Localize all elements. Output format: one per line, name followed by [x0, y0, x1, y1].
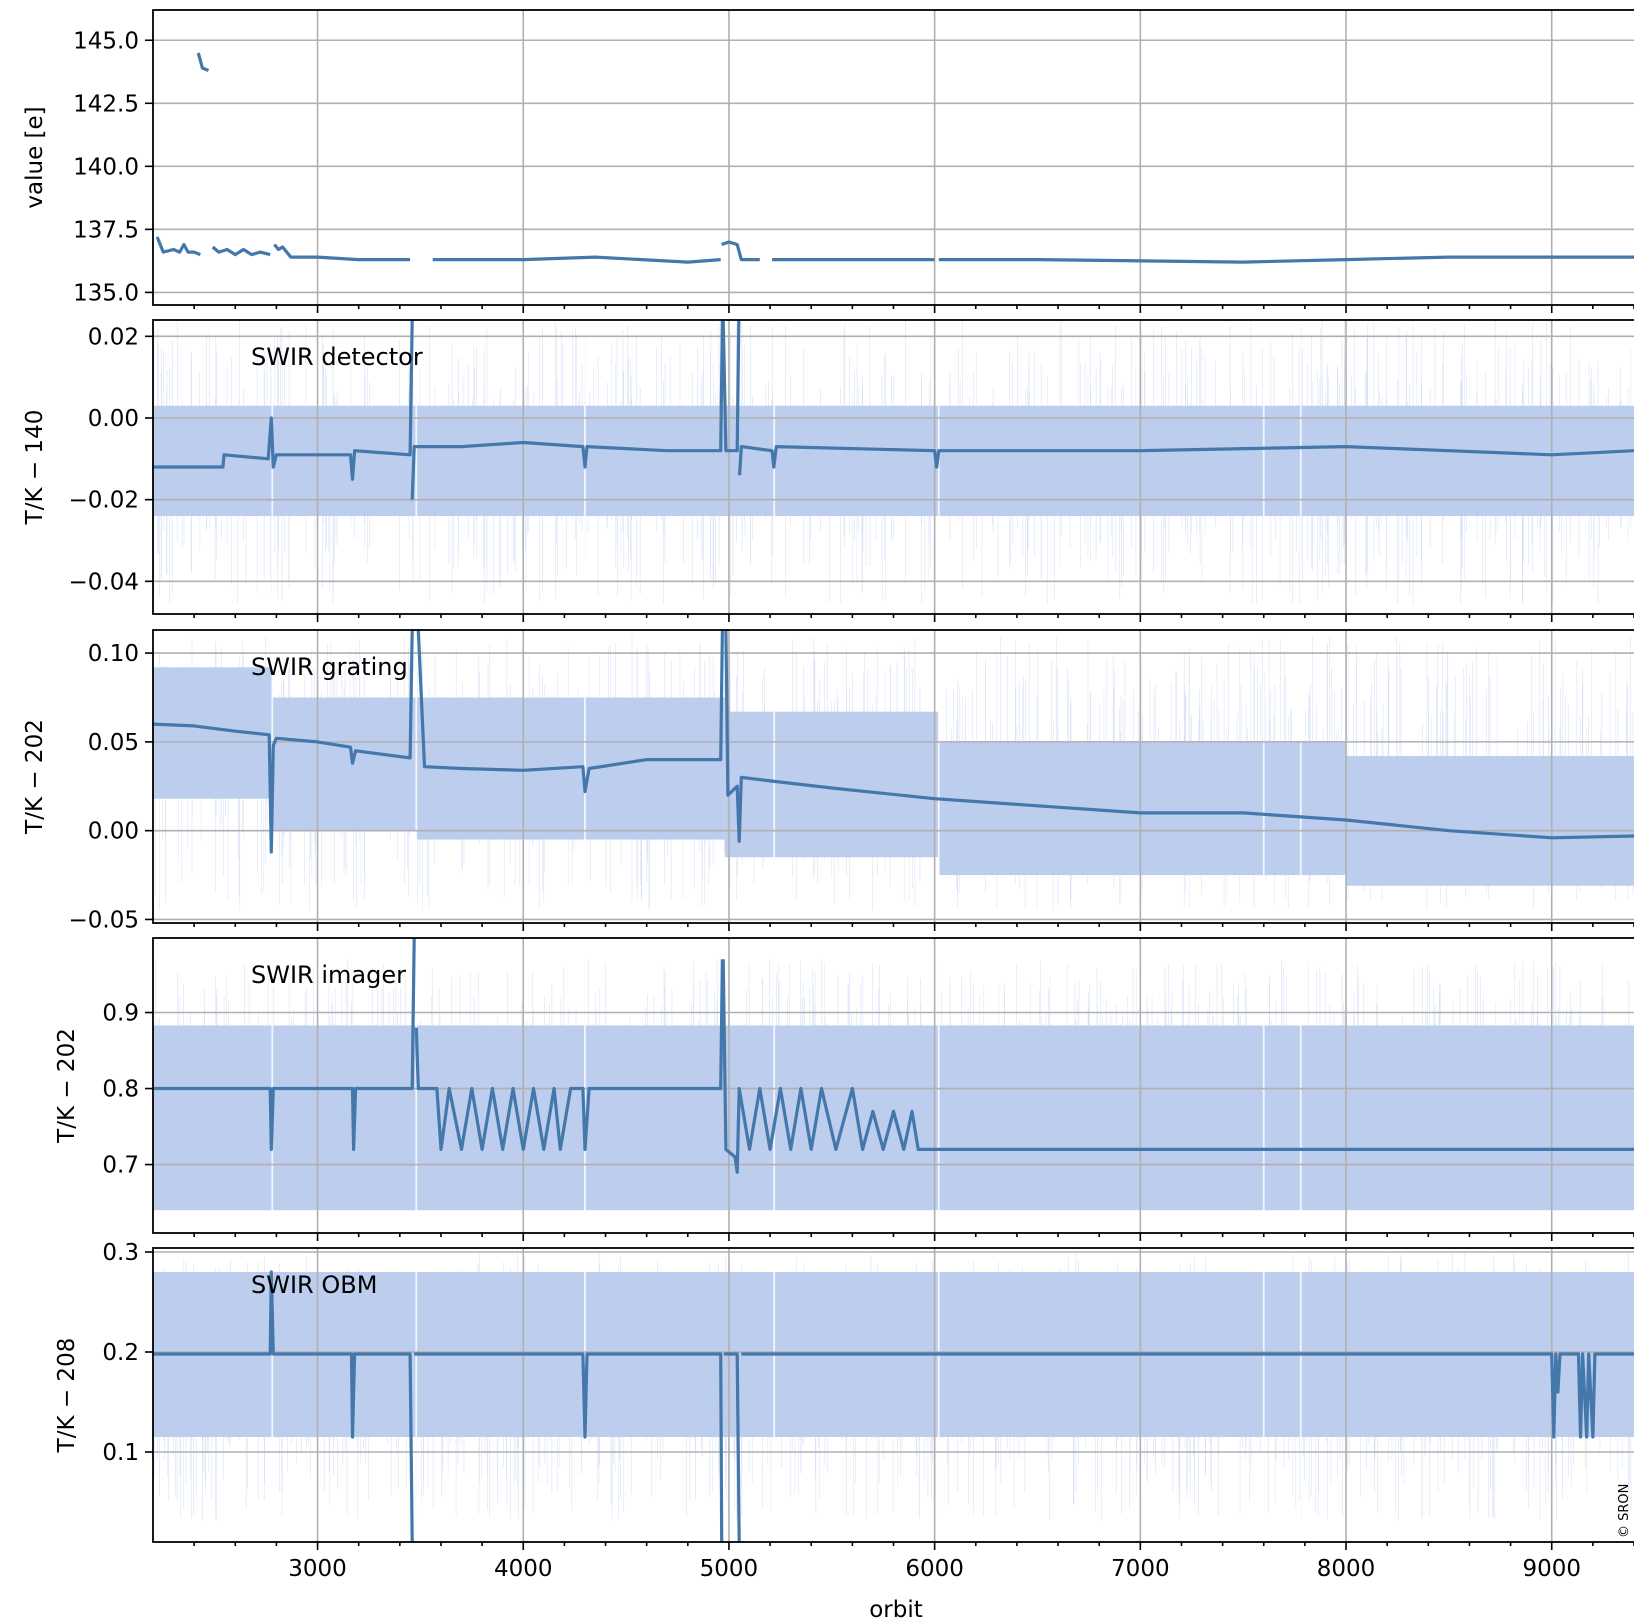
plot-area [153, 938, 1634, 1233]
panel-0: 135.0 137.5 140.0 142.5 145.0 value [e] [22, 9, 1634, 313]
y-tick-label: 0.05 [88, 730, 139, 756]
plot-area [153, 630, 1634, 923]
series-line [721, 320, 741, 453]
axes-frame [152, 1247, 1634, 1543]
uncertainty-band [153, 405, 1634, 516]
uncertainty-band [1346, 756, 1634, 886]
uncertainty-band [724, 711, 939, 858]
series-line [153, 320, 414, 481]
panel-label: SWIR OBM [251, 1271, 377, 1299]
x-tick-label: 4000 [494, 1556, 553, 1582]
y-tick-label: 0.00 [88, 819, 139, 845]
uncertainty-band [938, 741, 1347, 876]
y-tick-label: 142.5 [73, 91, 139, 117]
panel-label: SWIR detector [251, 343, 423, 371]
series-line [741, 1352, 1634, 1439]
panel-3: 0.7 0.8 0.9 T/K − 202 SWIR imager [54, 937, 1634, 1241]
series-line [273, 243, 411, 262]
y-tick-label: 0.7 [102, 1153, 139, 1179]
y-axis-label: value [e] [22, 106, 48, 208]
axes-frame [152, 629, 1634, 924]
panel-label: SWIR grating [251, 653, 408, 681]
x-tick-label: 9000 [1522, 1556, 1581, 1582]
series-line [153, 630, 414, 854]
y-tick-label: 0.3 [102, 1240, 139, 1266]
y-tick-label: 0.1 [102, 1440, 139, 1466]
plot-area [153, 1248, 1634, 1542]
series-line [938, 255, 1634, 264]
y-axis-label: T/K − 202 [54, 1028, 80, 1144]
series-line [414, 959, 724, 1151]
uncertainty-band [153, 1025, 1634, 1211]
y-tick-label: 140.0 [73, 154, 139, 180]
y-tick-label: −0.02 [69, 488, 139, 514]
y-tick-label: 0.10 [88, 641, 139, 667]
y-axis-label: T/K − 208 [54, 1338, 80, 1454]
panel-label: SWIR imager [251, 961, 406, 989]
plot-area [153, 10, 1634, 305]
series-line [416, 630, 724, 794]
series-line [432, 255, 721, 264]
plot-area [153, 320, 1634, 614]
x-axis-label: orbit [869, 1597, 923, 1622]
y-tick-label: 137.5 [73, 217, 139, 243]
panel-4: 0.1 0.2 0.3 T/K − 208 SWIR OBM 3000 4000 5000 60… [54, 1240, 1634, 1582]
y-tick-label: 0.2 [102, 1340, 139, 1366]
y-axis-label: T/K − 140 [22, 410, 48, 526]
y-tick-label: 0.8 [102, 1077, 139, 1103]
y-tick-label: 0.9 [102, 1001, 139, 1027]
axes-frame [152, 319, 1634, 615]
series-line [196, 52, 210, 72]
series-line [414, 1352, 724, 1542]
copyright-note: © SRON [1617, 1484, 1632, 1538]
x-tick-label: 3000 [288, 1556, 347, 1582]
y-tick-label: 0.02 [88, 324, 139, 350]
panel-2: −0.05 0.00 0.05 0.10 T/K − 202 SWIR grating [22, 629, 1634, 933]
series-line [723, 1352, 741, 1542]
y-axis-label: T/K − 202 [22, 719, 48, 835]
series-line [721, 240, 760, 262]
x-tick-label: 6000 [905, 1556, 964, 1582]
series-line [153, 1270, 414, 1542]
y-tick-label: 135.0 [73, 280, 139, 306]
x-tick-label: 8000 [1317, 1556, 1376, 1582]
y-tick-label: −0.05 [69, 907, 139, 933]
series-line [153, 938, 416, 1151]
series-line [211, 245, 271, 257]
series-line [738, 445, 1634, 476]
uncertainty-band [272, 697, 417, 831]
panel-1: −0.04 −0.02 0.00 0.02 T/K − 140 SWIR detector [22, 319, 1634, 622]
y-tick-label: 0.00 [88, 406, 139, 432]
y-tick-label: −0.04 [69, 569, 139, 595]
axes-frame [152, 937, 1634, 1234]
axes-frame [152, 9, 1634, 306]
series-line [724, 630, 1634, 843]
series-line [721, 959, 1634, 1174]
series-line [410, 320, 724, 500]
series-line [155, 236, 201, 257]
y-tick-label: 145.0 [73, 28, 139, 54]
x-tick-label: 7000 [1111, 1556, 1170, 1582]
x-tick-label: 5000 [700, 1556, 759, 1582]
